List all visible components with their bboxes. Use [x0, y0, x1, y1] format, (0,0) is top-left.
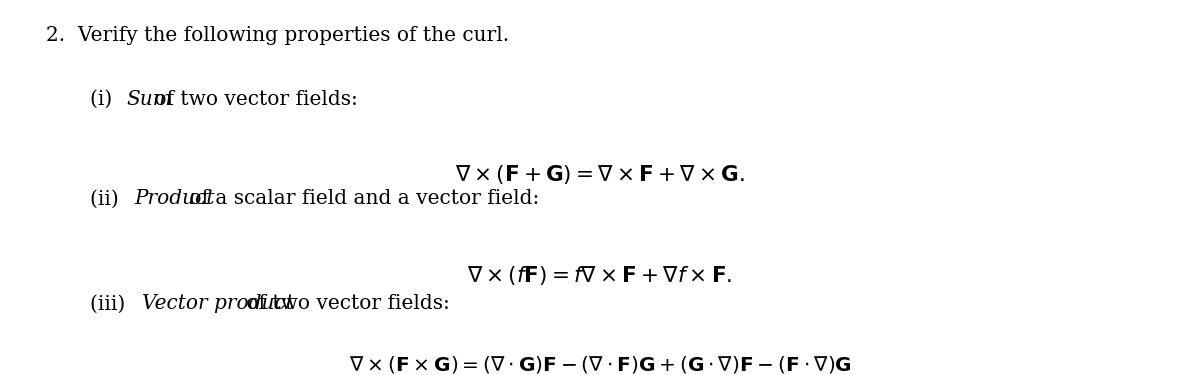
Text: $\nabla \times (\mathbf{F} + \mathbf{G}) = \nabla \times \mathbf{F} + \nabla \ti: $\nabla \times (\mathbf{F} + \mathbf{G})…	[455, 163, 745, 186]
Text: Product: Product	[134, 189, 215, 209]
Text: (iii): (iii)	[90, 294, 142, 314]
Text: of a scalar field and a vector field:: of a scalar field and a vector field:	[184, 189, 540, 209]
Text: of two vector fields:: of two vector fields:	[148, 90, 358, 109]
Text: Vector product: Vector product	[142, 294, 294, 314]
Text: $\nabla \times (f\mathbf{F}) = f\nabla \times \mathbf{F} + \nabla f \times \math: $\nabla \times (f\mathbf{F}) = f\nabla \…	[467, 264, 733, 287]
Text: (i): (i)	[90, 90, 128, 109]
Text: $\nabla \times (\mathbf{F} \times \mathbf{G}) = (\nabla \cdot \mathbf{G})\mathbf: $\nabla \times (\mathbf{F} \times \mathb…	[348, 354, 852, 375]
Text: of two vector fields:: of two vector fields:	[240, 294, 450, 314]
Text: (ii): (ii)	[90, 189, 136, 209]
Text: 2.  Verify the following properties of the curl.: 2. Verify the following properties of th…	[46, 26, 509, 45]
Text: Sum: Sum	[127, 90, 173, 109]
